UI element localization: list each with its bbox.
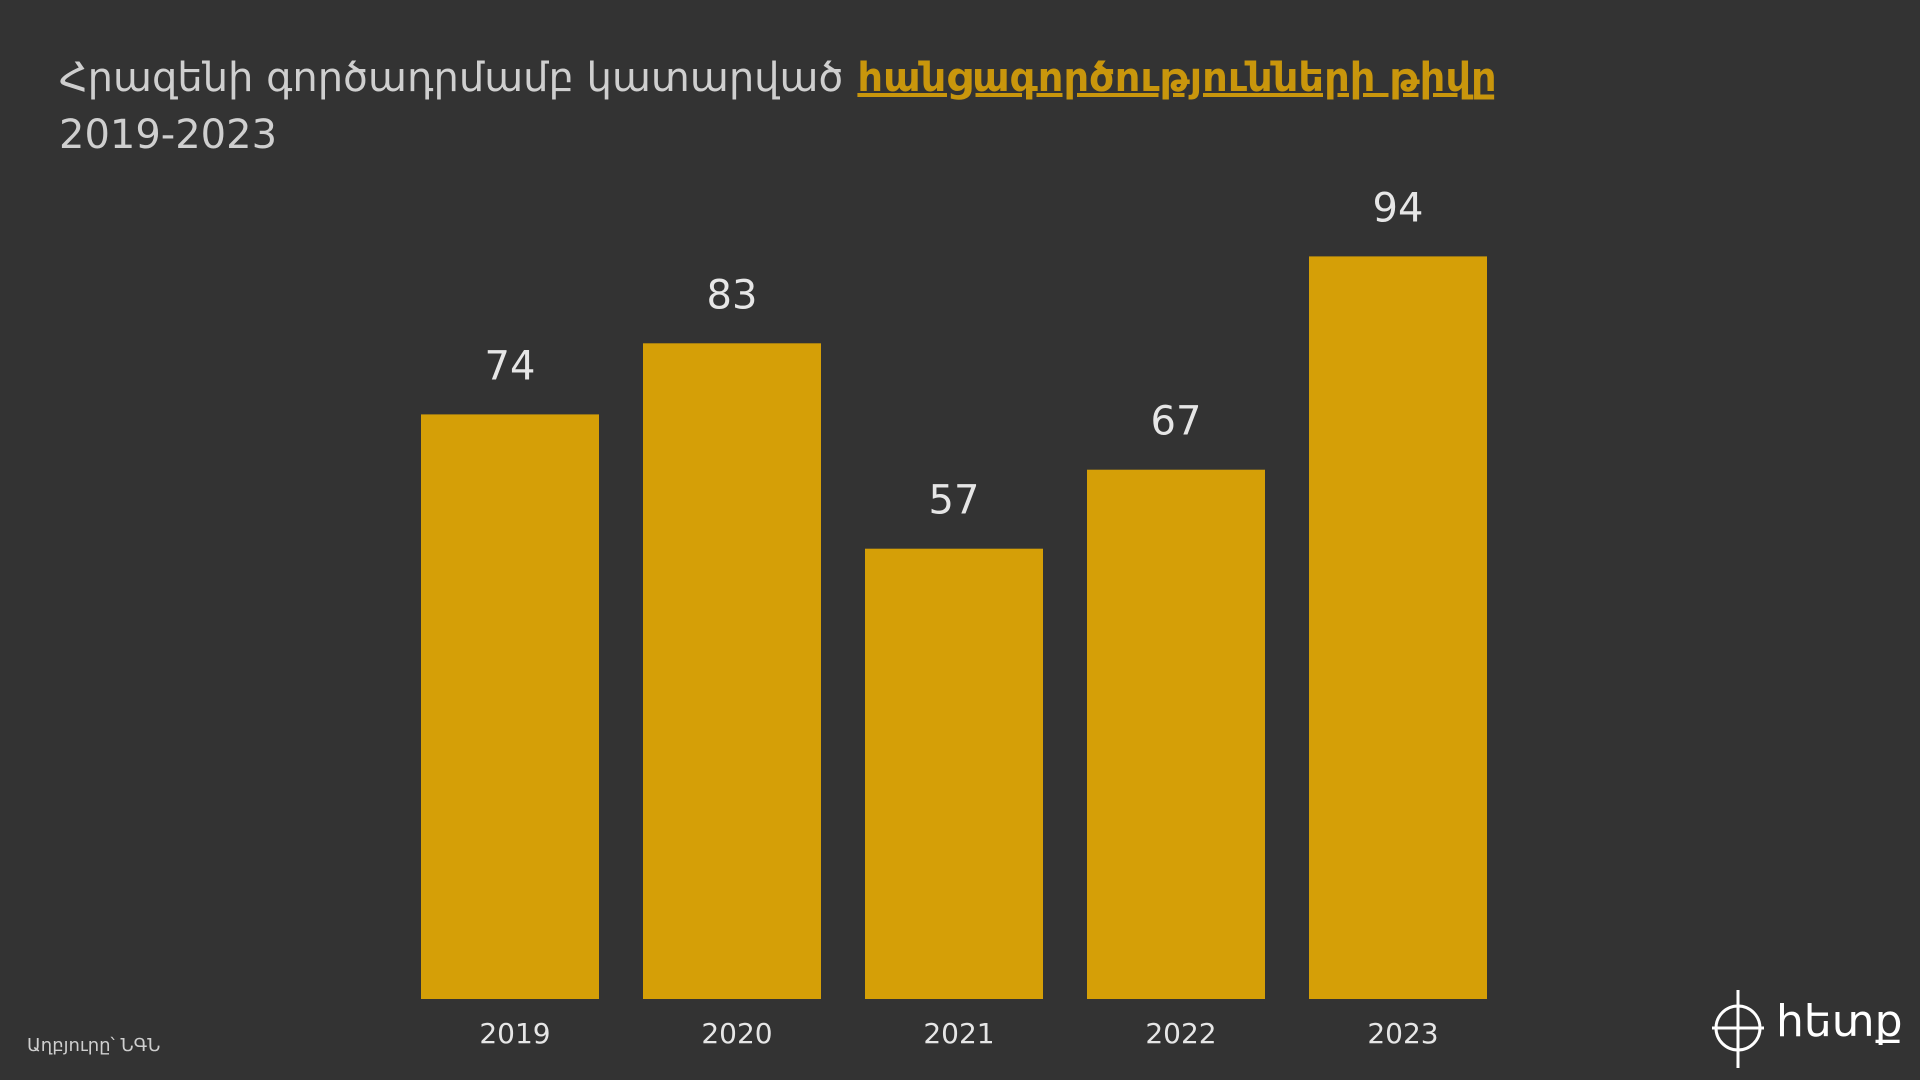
chart-subtitle: 2019-2023 <box>59 112 277 158</box>
bar <box>643 343 821 999</box>
bar <box>1309 256 1487 999</box>
value-label: 83 <box>707 272 758 318</box>
x-tick-label: 2022 <box>1145 1017 1216 1050</box>
title-highlight: հանցագործությունների թիվը <box>857 55 1496 101</box>
chart-title: Հրազենի գործադրմամբ կատարված հանցագործութ… <box>59 55 1497 101</box>
logo: հետք <box>1712 990 1903 1068</box>
source-note: Աղբյուրը՝ ՆԳՆ <box>27 1035 160 1056</box>
bar <box>865 548 1043 999</box>
x-tick-label: 2020 <box>701 1017 772 1050</box>
value-label: 67 <box>1151 399 1202 445</box>
title-text: Հրազենի գործադրմամբ կատարված <box>59 55 843 101</box>
value-label: 74 <box>485 343 536 389</box>
bar <box>421 414 599 999</box>
bar <box>1087 469 1265 999</box>
logo-text: հետք <box>1776 996 1903 1047</box>
x-tick-label: 2021 <box>923 1017 994 1050</box>
value-label: 94 <box>1373 185 1424 231</box>
x-tick-label: 2023 <box>1367 1017 1438 1050</box>
x-tick-label: 2019 <box>479 1017 550 1050</box>
value-label: 57 <box>929 478 980 524</box>
